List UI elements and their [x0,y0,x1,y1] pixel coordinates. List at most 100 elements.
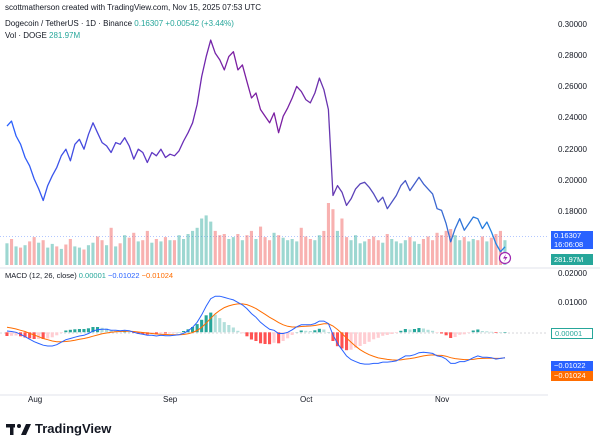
macd-tick: 0.01000 [558,298,587,307]
macd-histogram-bar [308,331,312,333]
macd-histogram-bar [127,331,131,333]
macd-histogram-bar [10,332,14,336]
macd-hist-badge: 0.00001 [551,328,593,339]
macd-histogram-bar [399,330,403,333]
macd-histogram-bar [218,318,222,333]
macd-histogram-bar [372,332,376,340]
macd-histogram-bar [467,332,471,333]
volume-bar [159,241,163,265]
last-price: 0.16307 [134,19,164,28]
brand-name: TradingView [35,421,112,436]
volume-bars [5,203,507,265]
volume-bar [417,243,421,265]
macd-histogram-bar [200,319,204,333]
volume-bar [480,236,484,265]
macd-histogram-bar [268,332,272,345]
volume-bar [494,234,498,265]
volume-bar [381,242,385,265]
macd-histogram-bar [77,329,81,333]
volume-bar [308,239,312,265]
macd-histogram-bar [367,332,371,342]
volume-bar [467,241,471,265]
macd-histogram-bar [444,332,448,336]
macd-histogram-bar [458,332,462,335]
volume-bar [23,245,27,265]
volume-bar [59,248,63,265]
volume-bar [73,246,77,265]
volume-bar [313,240,317,265]
price-tick: 0.30000 [558,20,587,29]
macd-histogram-bar [326,332,330,333]
volume-bar [213,230,217,265]
price-tick: 0.28000 [558,51,587,60]
macd-histogram-bar [299,330,303,333]
macd-histogram-bar [32,332,36,339]
macd-label[interactable]: MACD (12, 26, close) [5,271,77,280]
volume-bar [440,235,444,265]
volume-bar [127,237,131,265]
volume-bar [435,232,439,265]
macd-histogram-bar [68,329,72,333]
volume-bar [263,237,267,265]
macd-histogram-bar [295,332,299,333]
volume-bar [322,230,326,265]
price-tick: 0.26000 [558,82,587,91]
macd-histogram-bar [313,330,317,333]
volume-bar [231,237,235,265]
macd-lines [6,295,506,365]
volume-bar [14,246,18,265]
price-tick: 0.18000 [558,207,587,216]
symbol-line[interactable]: Dogecoin / TetherUS · 1D · Binance [5,19,133,28]
macd-histogram-bar [322,329,326,333]
volume-bar [168,240,172,265]
macd-histogram-bar [363,332,367,344]
macd-histogram-bar [236,330,240,333]
volume-bar [123,235,127,265]
volume-bar [209,221,213,265]
macd-histogram-bar [440,332,444,334]
volume-bar [254,239,258,265]
volume-bar [431,240,435,265]
volume-bar [349,240,353,265]
volume-label[interactable]: Vol · DOGE [5,31,47,40]
volume-bar [489,237,493,265]
macd-histogram-bar [46,332,50,339]
macd-histogram-bar [14,332,18,336]
volume-bar [218,235,222,265]
volume-bar [200,218,204,265]
current-price: 0.16307 [554,231,582,240]
volume-bar [19,247,23,265]
macd-histogram-bar [55,332,59,336]
macd-histogram-bar [354,332,358,348]
volume-bar [412,241,416,265]
volume-bar [403,240,407,265]
macd-histogram-bar [286,332,290,339]
macd-histogram-bar [249,332,253,340]
macd-histogram-bar [168,332,172,334]
macd-histogram-bar [435,332,439,333]
tradingview-logo[interactable]: TradingView [6,421,111,436]
macd-histogram-bar [177,332,181,333]
volume-bar [32,237,36,265]
volume-bar [105,245,109,265]
macd-histogram-bar [485,331,489,333]
macd-histogram-bar [5,332,9,336]
macd-histogram-bar [263,332,267,344]
macd-tick: 0.02000 [558,269,587,278]
chart-credit: scottmatherson created with TradingView.… [5,3,261,12]
volume-bar [394,241,398,265]
macd-histogram-bar [381,332,385,336]
time-tick-oct: Oct [300,395,313,404]
volume-bar [182,239,186,265]
macd-histogram-bar [390,332,394,334]
macd-histogram-bar [209,312,213,333]
volume-bar [145,230,149,265]
volume-bar [421,239,425,265]
volume-bar [114,246,118,265]
volume-bar [385,234,389,265]
macd-histogram-bar [290,332,294,335]
macd-histogram-bar [345,332,349,351]
macd-histogram-bar [159,332,163,334]
volume-bar [458,240,462,265]
